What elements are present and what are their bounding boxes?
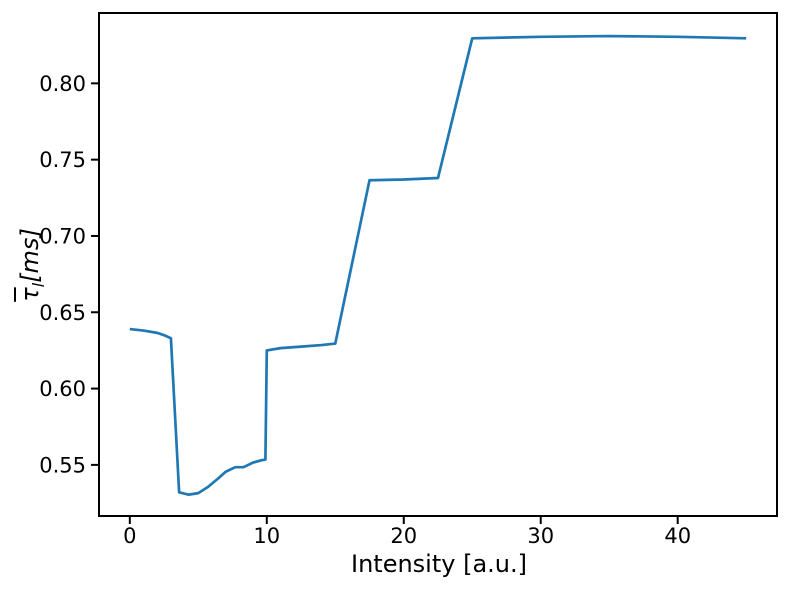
y-tick-label: 0.75 bbox=[39, 148, 86, 172]
y-tick-label: 0.70 bbox=[39, 224, 86, 248]
axes-frame bbox=[98, 12, 778, 517]
y-axis-label-unit: [ms] bbox=[16, 228, 44, 283]
x-tick-label: 30 bbox=[527, 524, 554, 548]
y-tick-label: 0.55 bbox=[39, 453, 86, 477]
y-tick-label: 0.65 bbox=[39, 301, 86, 325]
y-tick-label: 0.60 bbox=[39, 377, 86, 401]
y-axis-label: τl[ms] bbox=[16, 228, 48, 302]
x-tick-label: 20 bbox=[390, 524, 417, 548]
y-tick-label: 0.80 bbox=[39, 72, 86, 96]
y-axis-label-subscript: l bbox=[28, 282, 48, 288]
y-axis-label-tau: τ bbox=[16, 287, 44, 302]
data-line bbox=[129, 34, 747, 496]
x-axis-label: Intensity [a.u.] bbox=[351, 550, 527, 578]
x-tick-label: 10 bbox=[253, 524, 280, 548]
x-tick-label: 0 bbox=[123, 524, 136, 548]
x-tick-label: 40 bbox=[664, 524, 691, 548]
